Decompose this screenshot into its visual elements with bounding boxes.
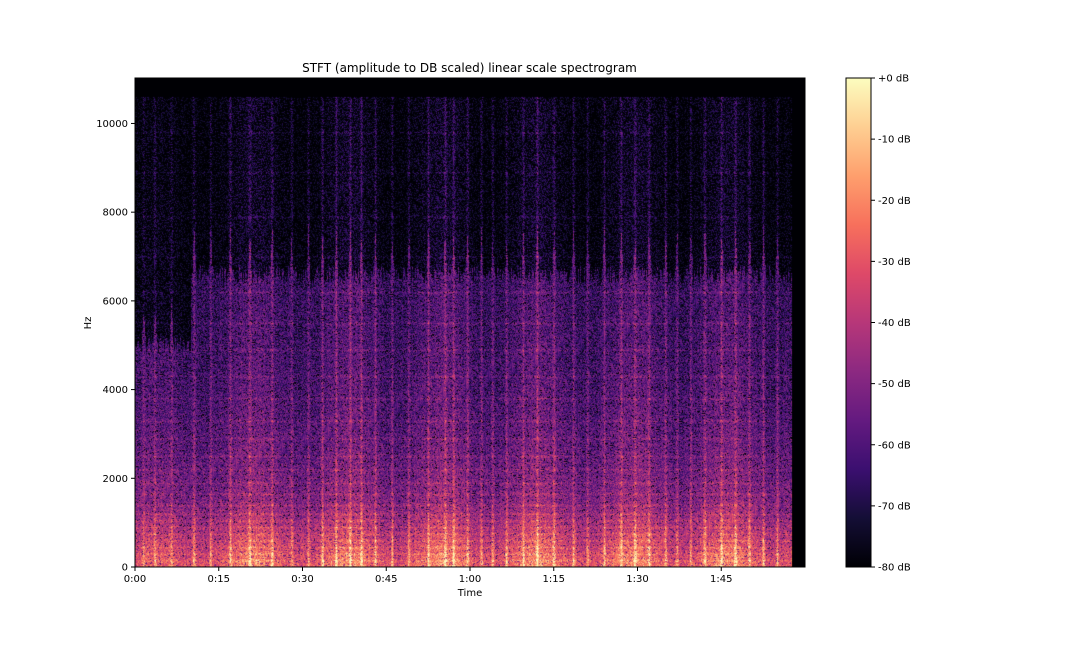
x-axis-label: Time [457, 588, 482, 599]
colorbar-tick-label: -70 dB [878, 501, 911, 512]
colorbar-tick-label: -60 dB [878, 440, 911, 451]
x-tick-label: 1:45 [710, 574, 732, 585]
x-tick-label: 0:00 [124, 574, 146, 585]
y-tick-label: 4000 [103, 385, 128, 396]
x-tick-label: 1:30 [626, 574, 648, 585]
colorbar-tick-label: +0 dB [878, 74, 909, 85]
colorbar-ticks: +0 dB -10 dB -20 dB -30 dB -40 dB -50 dB -60 d… [871, 74, 911, 574]
colorbar: +0 dB -10 dB -20 dB -30 dB -40 dB -50 dB -60 d… [845, 74, 911, 574]
y-tick-label: 6000 [103, 296, 128, 307]
x-tick-label: 0:15 [208, 574, 230, 585]
colorbar-fill [846, 78, 871, 567]
x-tick-label: 0:45 [375, 574, 397, 585]
y-tick-label: 0 [122, 563, 128, 574]
x-tick-label: 1:15 [543, 574, 565, 585]
y-tick-label: 10000 [96, 119, 128, 130]
y-tick-label: 2000 [103, 474, 128, 485]
y-axis: 0 2000 4000 6000 8000 10000 [96, 119, 135, 574]
spectrogram-heatmap [135, 78, 805, 567]
x-axis: 0:00 0:15 0:30 0:45 1:00 1:15 1:30 1:45 [124, 567, 732, 585]
colorbar-tick-label: -10 dB [878, 135, 911, 146]
colorbar-tick-label: -40 dB [878, 318, 911, 329]
colorbar-tick-label: -20 dB [878, 196, 911, 207]
plot-area [134, 77, 806, 568]
colorbar-tick-label: -80 dB [878, 563, 911, 574]
y-axis-label: Hz [83, 317, 94, 330]
colorbar-tick-label: -30 dB [878, 257, 911, 268]
colorbar-tick-label: -50 dB [878, 379, 911, 390]
x-tick-label: 1:00 [459, 574, 481, 585]
x-tick-label: 0:30 [291, 574, 313, 585]
chart-title: STFT (amplitude to DB scaled) linear sca… [302, 61, 637, 75]
y-tick-label: 8000 [103, 208, 128, 219]
